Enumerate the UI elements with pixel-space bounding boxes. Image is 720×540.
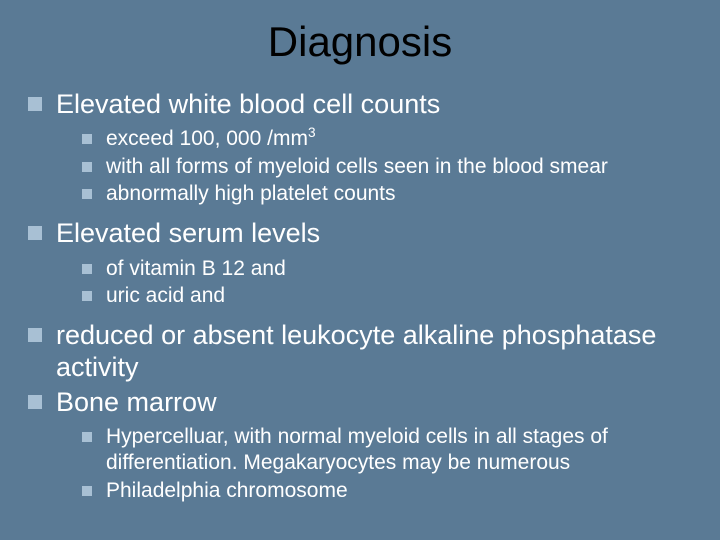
list-item-text: Elevated serum levels xyxy=(56,217,320,249)
sub-list-item-text: of vitamin B 12 and xyxy=(106,256,286,282)
list-item: Bone marrow Hypercelluar, with normal my… xyxy=(28,386,692,504)
sub-list-item-text: exceed 100, 000 /mm3 xyxy=(106,126,316,152)
sub-list-item-text: abnormally high platelet counts xyxy=(106,181,396,207)
sub-list-item-text: Philadelphia chromosome xyxy=(106,478,348,504)
sub-list-item: Philadelphia chromosome xyxy=(82,478,692,504)
square-bullet-icon xyxy=(82,486,92,496)
sub-list-item: exceed 100, 000 /mm3 xyxy=(82,126,692,152)
square-bullet-icon xyxy=(82,162,92,172)
list-item-text: Elevated white blood cell counts xyxy=(56,88,440,120)
sub-list-item: with all forms of myeloid cells seen in … xyxy=(82,154,692,180)
sub-list: Hypercelluar, with normal myeloid cells … xyxy=(82,424,692,504)
list-item: Elevated serum levels of vitamin B 12 an… xyxy=(28,217,692,309)
list-item-text: Bone marrow xyxy=(56,386,217,418)
sub-list-item-text: with all forms of myeloid cells seen in … xyxy=(106,154,608,180)
sub-list-item-text: Hypercelluar, with normal myeloid cells … xyxy=(106,424,692,477)
sub-list: exceed 100, 000 /mm3 with all forms of m… xyxy=(82,126,692,207)
square-bullet-icon xyxy=(82,189,92,199)
sub-list-item: abnormally high platelet counts xyxy=(82,181,692,207)
square-bullet-icon xyxy=(28,97,42,111)
sub-list-item: of vitamin B 12 and xyxy=(82,256,692,282)
square-bullet-icon xyxy=(28,226,42,240)
bullet-list: Elevated white blood cell counts exceed … xyxy=(28,88,692,504)
square-bullet-icon xyxy=(82,432,92,442)
slide-title: Diagnosis xyxy=(28,18,692,66)
sub-list-item-text: uric acid and xyxy=(106,283,225,309)
list-item: Elevated white blood cell counts exceed … xyxy=(28,88,692,207)
square-bullet-icon xyxy=(82,264,92,274)
sub-list-item: uric acid and xyxy=(82,283,692,309)
square-bullet-icon xyxy=(82,134,92,144)
square-bullet-icon xyxy=(28,328,42,342)
square-bullet-icon xyxy=(82,291,92,301)
square-bullet-icon xyxy=(28,395,42,409)
list-item: reduced or absent leukocyte alkaline pho… xyxy=(28,319,692,384)
list-item-text: reduced or absent leukocyte alkaline pho… xyxy=(56,319,692,384)
sub-list-item: Hypercelluar, with normal myeloid cells … xyxy=(82,424,692,477)
sub-list: of vitamin B 12 and uric acid and xyxy=(82,256,692,310)
